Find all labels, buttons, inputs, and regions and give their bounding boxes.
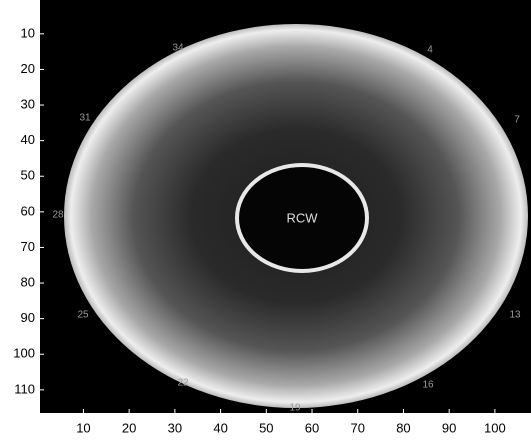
axes: 10 20 30 40 50 60 70 80 90 100 110 10 20 30 40 50 60 70 80… [13, 25, 505, 435]
ring-annotation: 4 [427, 45, 433, 56]
x-tick-label: 20 [122, 420, 136, 435]
x-tick-label: 70 [350, 420, 364, 435]
x-tick-label: 60 [305, 420, 319, 435]
ring-annotation: 19 [289, 403, 301, 414]
y-tick-label: 80 [21, 274, 35, 289]
x-tick-label: 40 [213, 420, 227, 435]
y-tick-label: 10 [21, 25, 35, 40]
ring-annotation: 25 [77, 310, 89, 321]
y-tick-label: 40 [21, 132, 35, 147]
y-tick-label: 50 [21, 168, 35, 183]
x-tick-label: 80 [396, 420, 410, 435]
image-area: RCW 34 4 7 13 16 19 22 25 28 31 [40, 0, 531, 414]
ring-annotation: 13 [509, 310, 521, 321]
ring-annotation: 22 [177, 378, 189, 389]
ring-annotation: 16 [422, 380, 434, 391]
x-tick-label: 100 [484, 420, 506, 435]
inner-hole [235, 163, 369, 273]
y-tick-label: 70 [21, 239, 35, 254]
ring-annotation: 34 [172, 43, 184, 54]
x-tick-label: 90 [442, 420, 456, 435]
x-tick-label: 50 [259, 420, 273, 435]
y-tick-label: 20 [21, 61, 35, 76]
y-tick-label: 60 [21, 203, 35, 218]
ring-annotation: 31 [79, 113, 91, 124]
y-tick-label: 30 [21, 96, 35, 111]
x-tick-label: 10 [76, 420, 90, 435]
ring-annotation: 28 [52, 210, 64, 221]
x-tick-label: 30 [168, 420, 182, 435]
y-tick-label: 110 [14, 381, 35, 396]
y-tick-label: 100 [13, 346, 35, 361]
y-tick-label: 90 [21, 310, 35, 325]
center-label: RCW [286, 210, 318, 225]
ring-annotation: 7 [514, 115, 520, 126]
